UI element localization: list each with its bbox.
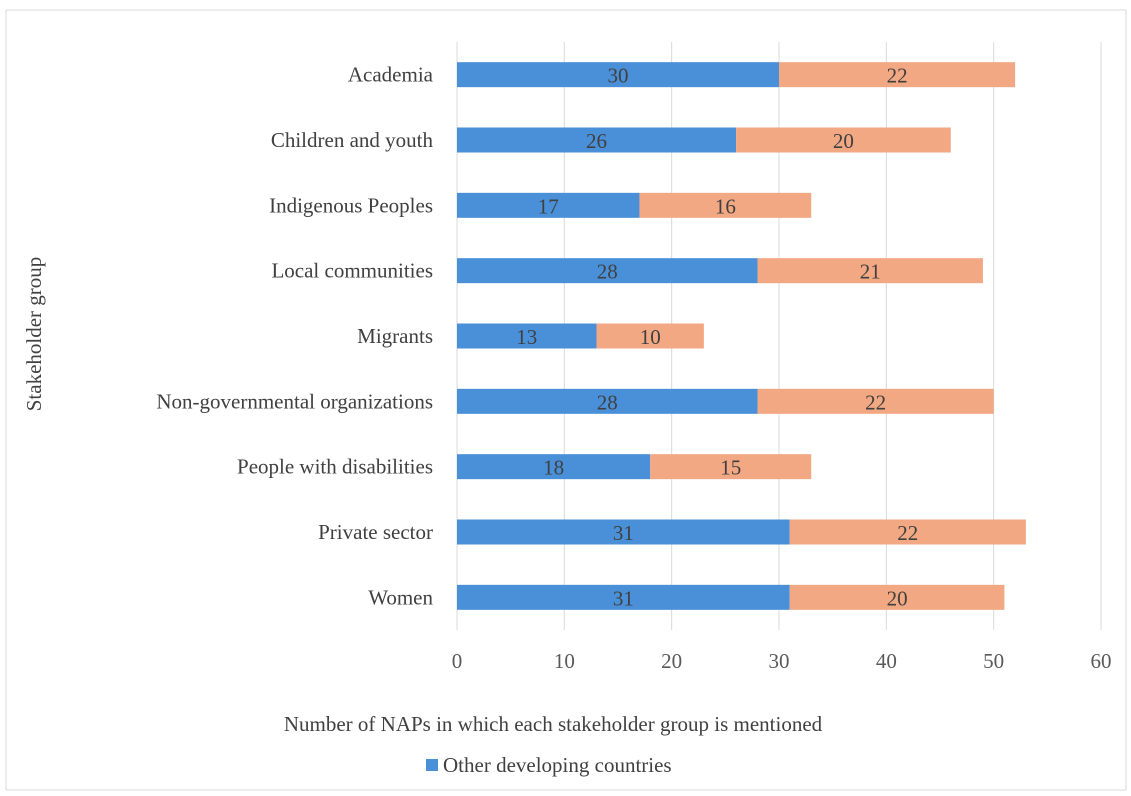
bar-data-label: 22 — [865, 390, 886, 414]
legend: Other developing countries — [426, 753, 672, 777]
x-tick-label: 0 — [452, 649, 463, 673]
bar-data-label: 15 — [720, 456, 741, 480]
category-label: Academia — [348, 63, 434, 87]
bar-data-label: 20 — [887, 586, 908, 610]
category-label: Indigenous Peoples — [269, 193, 433, 217]
bar-series-1 — [457, 62, 779, 88]
bar-data-label: 22 — [887, 64, 908, 88]
bar-series-2 — [757, 388, 994, 414]
x-tick-label: 10 — [554, 649, 575, 673]
y-axis-title: Stakeholder group — [22, 257, 46, 412]
category-label: People with disabilities — [237, 455, 433, 479]
bar-data-label: 30 — [608, 64, 629, 88]
data-labels: 30 22 26 20 17 16 28 21 13 10 28 22 18 15 31 22 31 20 — [516, 64, 918, 611]
bar-series-1 — [457, 127, 737, 153]
x-tick-label: 40 — [876, 649, 897, 673]
x-axis-title: Number of NAPs in which each stakeholder… — [284, 712, 823, 736]
bar-series-2 — [789, 584, 1005, 610]
bar-data-label: 31 — [613, 586, 634, 610]
bar-data-label: 20 — [833, 129, 854, 153]
bar-data-label: 28 — [597, 260, 618, 284]
bar-series-2 — [779, 62, 1016, 88]
bar-series-2 — [639, 192, 812, 218]
bar-series-1 — [457, 454, 651, 480]
bar-data-label: 22 — [897, 521, 918, 545]
bars — [457, 62, 1026, 610]
bar-series-1 — [457, 584, 790, 610]
legend-label: Other developing countries — [443, 753, 672, 777]
bar-data-label: 28 — [597, 390, 618, 414]
bar-data-label: 21 — [860, 260, 881, 284]
x-tick-label: 50 — [983, 649, 1004, 673]
category-label: Non-governmental organizations — [156, 389, 433, 413]
category-label: Women — [368, 585, 433, 609]
category-label: Migrants — [357, 324, 433, 348]
bar-data-label: 26 — [586, 129, 607, 153]
x-tick-labels: 0 10 20 30 40 50 60 — [452, 649, 1112, 673]
bar-data-label: 16 — [715, 194, 736, 218]
bar-series-1 — [457, 519, 790, 545]
bar-data-label: 31 — [613, 521, 634, 545]
x-tick-label: 60 — [1091, 649, 1112, 673]
legend-swatch — [426, 759, 438, 771]
category-label: Local communities — [271, 259, 433, 283]
bar-data-label: 18 — [543, 456, 564, 480]
x-tick-label: 20 — [661, 649, 682, 673]
bar-series-1 — [457, 388, 758, 414]
bar-series-1 — [457, 323, 597, 349]
bar-data-label: 17 — [538, 194, 559, 218]
category-label: Private sector — [318, 520, 433, 544]
bar-series-1 — [457, 192, 640, 218]
bar-data-label: 13 — [516, 325, 537, 349]
x-tick-label: 30 — [769, 649, 790, 673]
bar-series-2 — [736, 127, 951, 153]
bar-data-label: 10 — [640, 325, 661, 349]
bar-series-2 — [596, 323, 704, 349]
bar-series-1 — [457, 258, 758, 284]
bar-series-2 — [650, 454, 812, 480]
category-labels: Academia Children and youth Indigenous Peo… — [156, 63, 433, 610]
bar-series-2 — [789, 519, 1026, 545]
category-label: Children and youth — [271, 128, 434, 152]
bar-series-2 — [757, 258, 983, 284]
